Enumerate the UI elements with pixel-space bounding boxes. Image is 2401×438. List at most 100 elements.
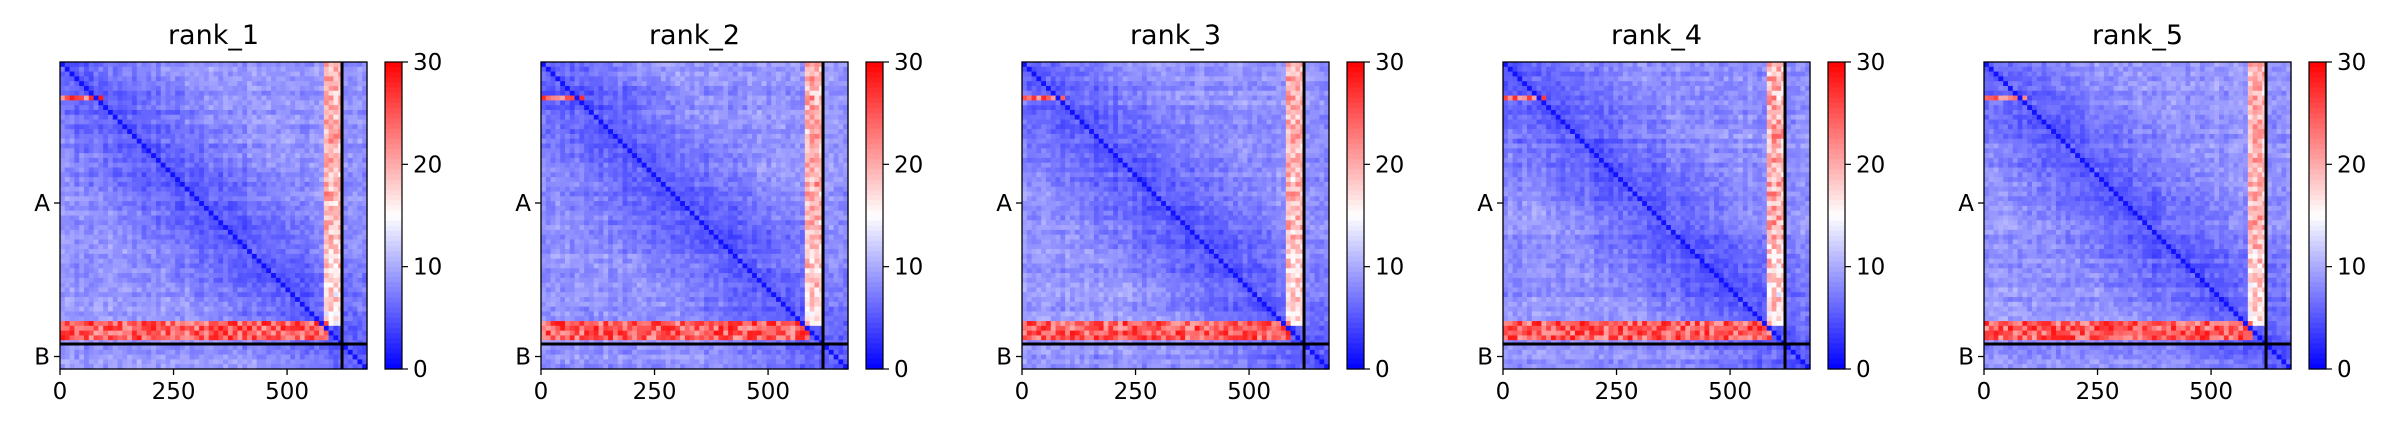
heatmap-cell bbox=[285, 306, 291, 313]
heatmap-cell bbox=[333, 220, 339, 226]
heatmap-cell bbox=[165, 311, 171, 317]
heatmap-cell bbox=[160, 215, 167, 221]
heatmap-cell bbox=[247, 321, 253, 327]
heatmap-cell bbox=[112, 167, 119, 173]
heatmap-cell bbox=[790, 66, 796, 73]
x-tick-label: 0 bbox=[53, 379, 68, 405]
heatmap-cell bbox=[175, 306, 181, 313]
heatmap-cell bbox=[776, 114, 782, 121]
heatmap-cell bbox=[560, 85, 566, 92]
heatmap-cell bbox=[170, 201, 176, 207]
heatmap-cell bbox=[184, 157, 191, 164]
heatmap-cell bbox=[790, 62, 796, 68]
colorbar-segment bbox=[385, 338, 402, 345]
heatmap-cell bbox=[347, 66, 354, 73]
heatmap-cell bbox=[60, 71, 66, 77]
heatmap-cell bbox=[347, 311, 354, 317]
heatmap-cell bbox=[98, 234, 104, 241]
heatmap-cell bbox=[223, 119, 229, 125]
heatmap-cell bbox=[79, 119, 85, 125]
heatmap-cell bbox=[60, 349, 66, 356]
heatmap-cell bbox=[199, 282, 205, 289]
heatmap-cell bbox=[780, 109, 787, 116]
heatmap-cell bbox=[146, 220, 152, 226]
heatmap-cell bbox=[79, 321, 85, 327]
heatmap-cell bbox=[213, 205, 219, 212]
heatmap-cell bbox=[160, 153, 167, 159]
heatmap-cell bbox=[309, 268, 315, 274]
heatmap-cell bbox=[227, 143, 234, 149]
heatmap-cell bbox=[617, 119, 624, 125]
heatmap-cell bbox=[333, 157, 339, 164]
heatmap-cell bbox=[146, 249, 152, 255]
heatmap-cell bbox=[208, 249, 215, 255]
heatmap-cell bbox=[103, 66, 109, 73]
heatmap-cell bbox=[670, 76, 676, 82]
heatmap-cell bbox=[232, 114, 239, 121]
heatmap-cell bbox=[362, 143, 368, 149]
heatmap-cell bbox=[165, 225, 171, 231]
heatmap-cell bbox=[347, 172, 354, 178]
heatmap-cell bbox=[179, 181, 186, 188]
heatmap-cell bbox=[266, 311, 272, 317]
heatmap-cell bbox=[79, 109, 85, 116]
heatmap-cell bbox=[160, 138, 167, 145]
heatmap-cell bbox=[189, 196, 195, 202]
heatmap-cell bbox=[242, 258, 248, 265]
heatmap-cell bbox=[107, 119, 114, 125]
heatmap-cell bbox=[189, 359, 195, 365]
heatmap-cell bbox=[708, 95, 715, 101]
heatmap-cell bbox=[242, 263, 248, 269]
heatmap-cell bbox=[285, 205, 291, 212]
heatmap-cell bbox=[295, 143, 301, 149]
heatmap-cell bbox=[347, 282, 354, 289]
heatmap-cell bbox=[83, 301, 90, 308]
heatmap-cell bbox=[146, 354, 152, 361]
heatmap-cell bbox=[107, 297, 114, 303]
heatmap-cell bbox=[179, 277, 186, 284]
heatmap-cell bbox=[588, 100, 595, 106]
heatmap-cell bbox=[256, 210, 263, 217]
heatmap-cell bbox=[112, 90, 119, 97]
heatmap-cell bbox=[357, 345, 363, 351]
heatmap-cell bbox=[299, 124, 306, 130]
heatmap-cell bbox=[333, 330, 339, 337]
heatmap-cell bbox=[251, 85, 258, 92]
heatmap-cell bbox=[218, 196, 224, 202]
heatmap-cell bbox=[179, 143, 186, 149]
heatmap-cell bbox=[780, 66, 787, 73]
heatmap-cell bbox=[60, 282, 66, 289]
heatmap-cell bbox=[665, 105, 672, 111]
heatmap-cell bbox=[251, 263, 258, 269]
heatmap-cell bbox=[232, 196, 239, 202]
heatmap-cell bbox=[828, 81, 835, 87]
heatmap-cell bbox=[333, 253, 339, 260]
heatmap-cell bbox=[131, 268, 138, 274]
heatmap-cell bbox=[295, 129, 301, 135]
heatmap-cell bbox=[98, 186, 104, 193]
heatmap-cell bbox=[64, 345, 71, 351]
heatmap-cell bbox=[141, 354, 147, 361]
heatmap-cell bbox=[280, 100, 287, 106]
heatmap-cell bbox=[352, 268, 359, 274]
heatmap-cell bbox=[218, 62, 224, 68]
heatmap-cell bbox=[103, 306, 109, 313]
heatmap-cell bbox=[83, 306, 90, 313]
heatmap-cell bbox=[184, 220, 191, 226]
heatmap-cell bbox=[290, 157, 296, 164]
heatmap-cell bbox=[194, 330, 200, 337]
heatmap-cell bbox=[684, 76, 691, 82]
heatmap-cell bbox=[151, 349, 157, 356]
heatmap-cell bbox=[323, 258, 330, 265]
heatmap-cell bbox=[74, 129, 80, 135]
heatmap-cell bbox=[275, 330, 282, 337]
heatmap-cell bbox=[155, 133, 162, 140]
heatmap-cell bbox=[136, 306, 143, 313]
heatmap-cell bbox=[117, 321, 123, 327]
heatmap-cell bbox=[314, 349, 320, 356]
heatmap-cell bbox=[98, 225, 104, 231]
heatmap-cell bbox=[660, 100, 667, 106]
heatmap-cell bbox=[261, 157, 267, 164]
heatmap-cell bbox=[98, 196, 104, 202]
heatmap-cell bbox=[285, 148, 291, 154]
